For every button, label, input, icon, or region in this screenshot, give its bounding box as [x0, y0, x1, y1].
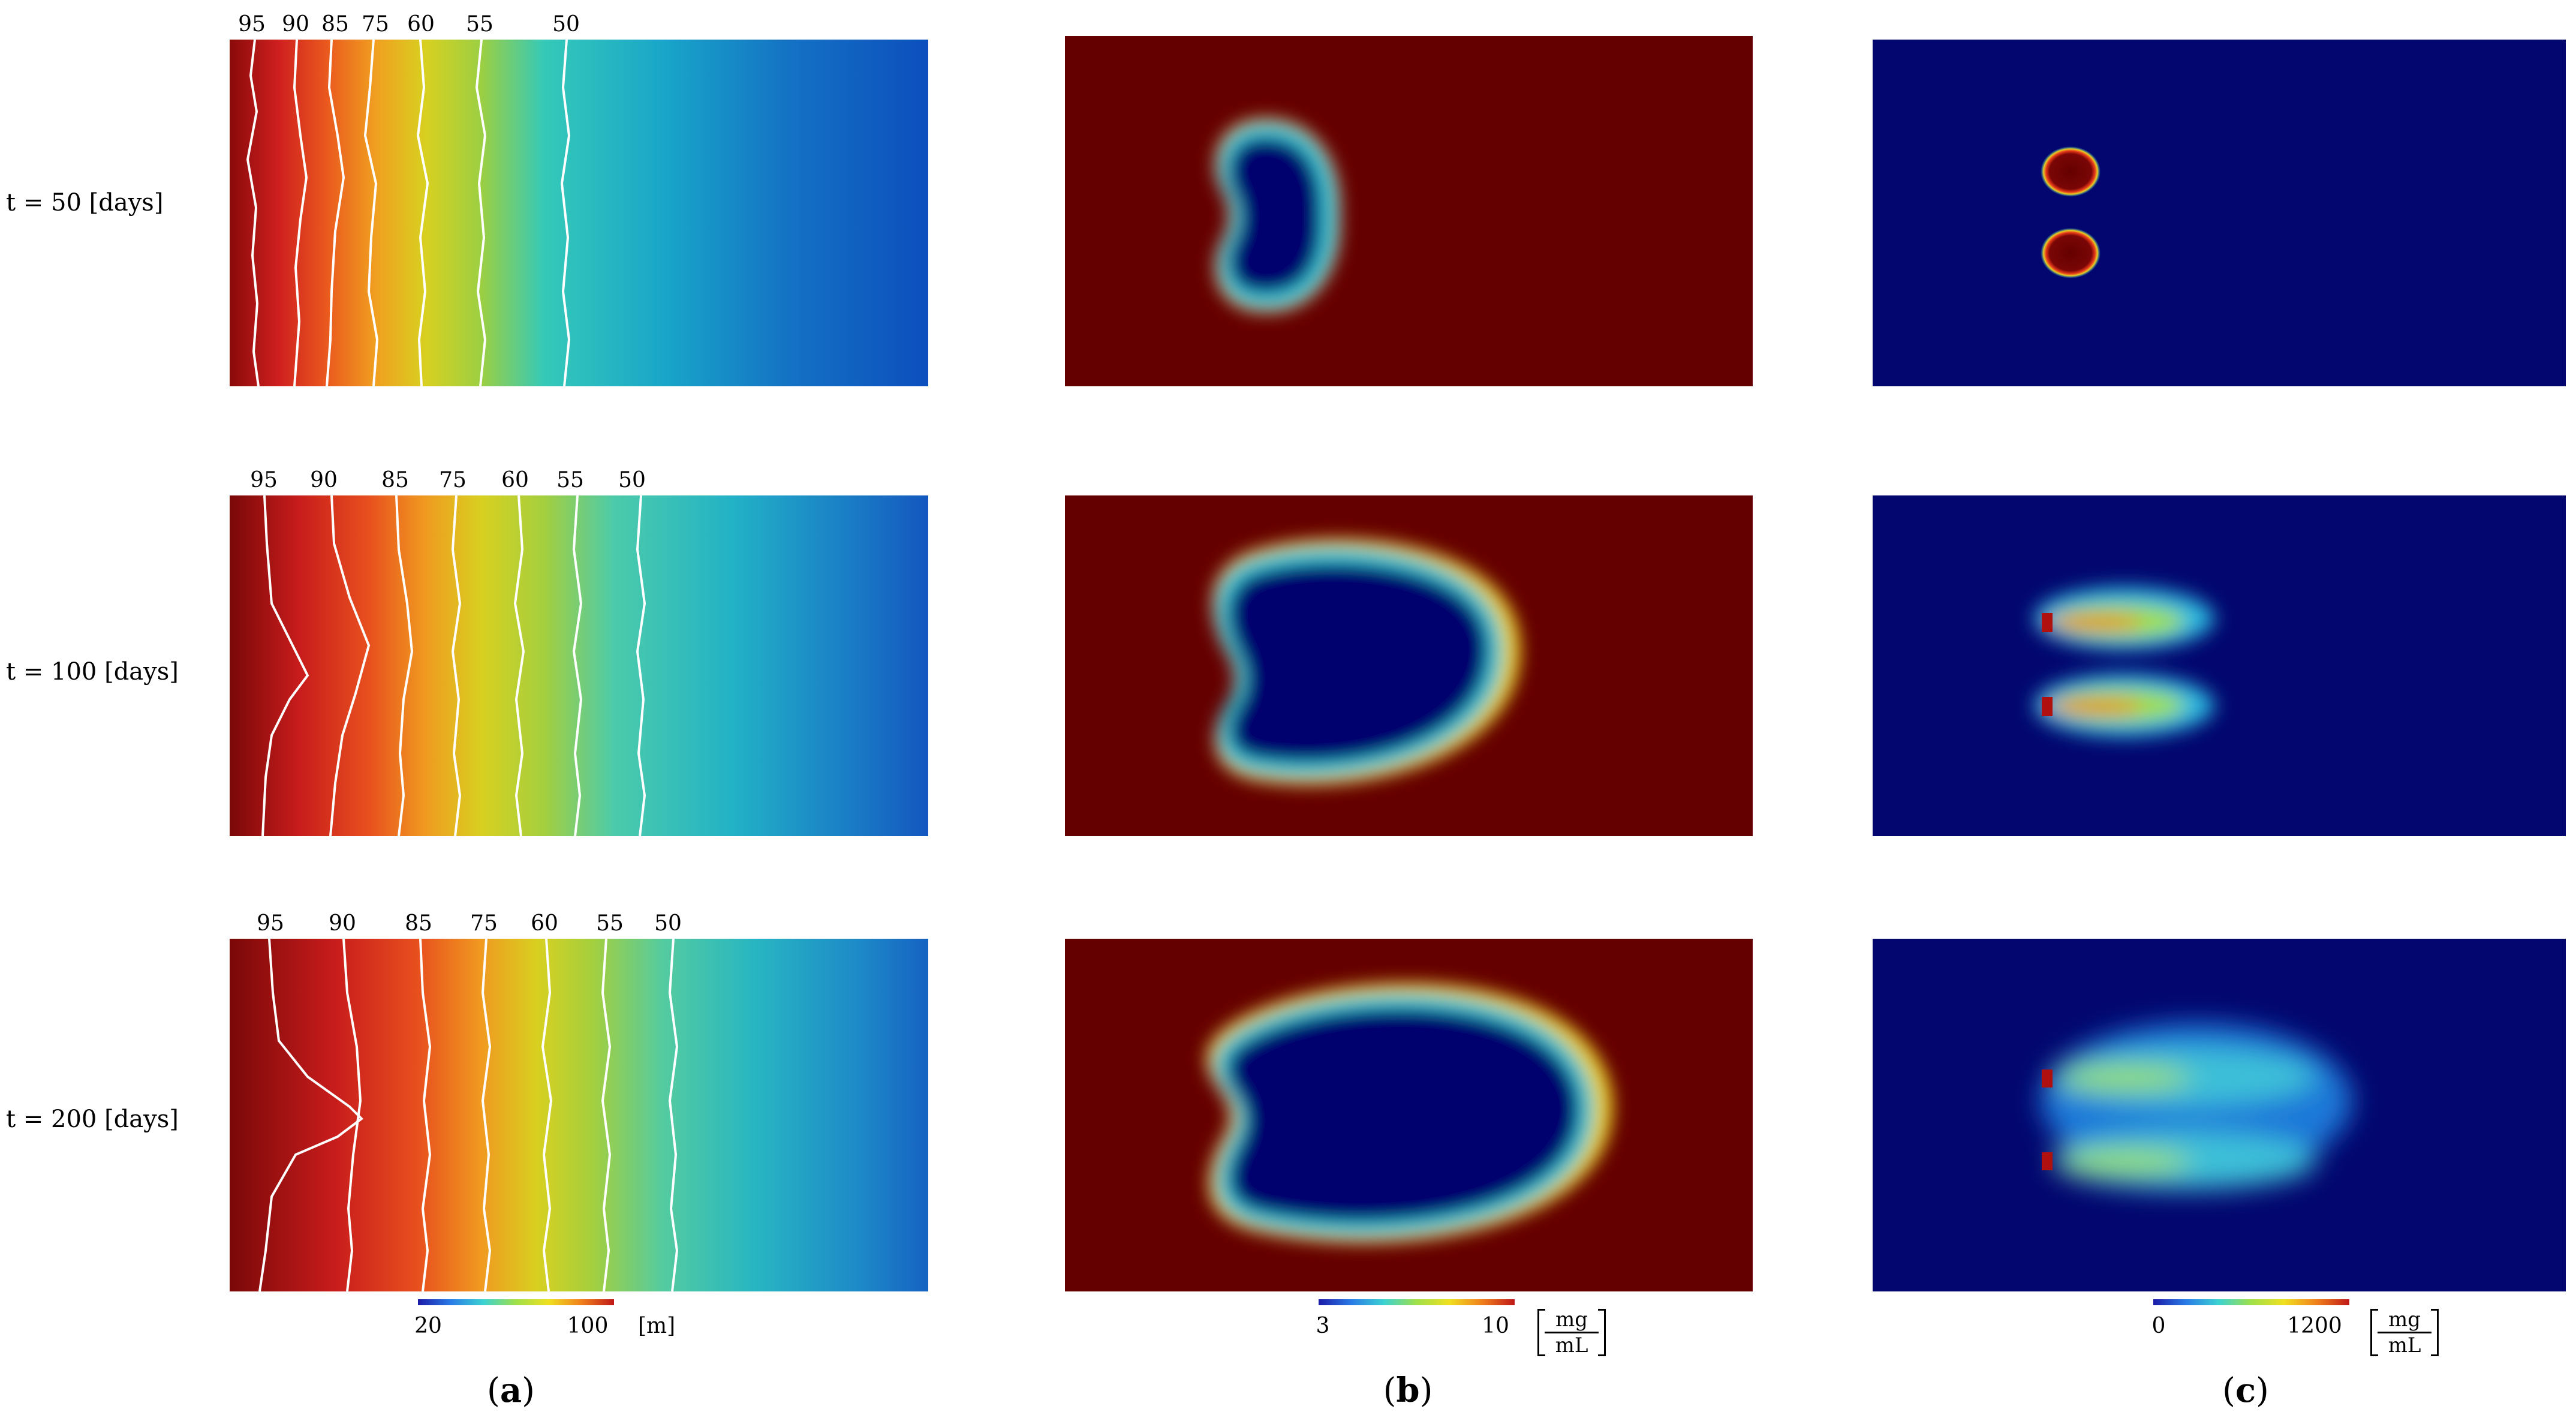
contour-90: [293, 40, 308, 386]
contour-90: [342, 939, 362, 1291]
sublabel-b: (b): [1383, 1371, 1433, 1410]
contour-50: [560, 40, 571, 386]
colorbar-b-min: 3: [1316, 1314, 1330, 1338]
oxygen-field-t50: [1065, 36, 1753, 386]
contour-label-60: 60: [501, 468, 529, 492]
concentration-field-t200: [1873, 939, 2566, 1291]
sublabel-c: (c): [2222, 1371, 2269, 1410]
oxygen-field-t200: [1065, 939, 1753, 1291]
contour-label-75: 75: [439, 468, 467, 492]
contour-label-85: 85: [321, 12, 349, 37]
contour-label-50: 50: [654, 911, 682, 936]
sublabel-b-letter: b: [1396, 1371, 1420, 1410]
time-label-t100: t = 100 [days]: [6, 658, 179, 686]
head-field-t100: [230, 495, 928, 836]
colorbar-c-max: 1200: [2287, 1314, 2342, 1338]
colorbar-b-unit: mg mL: [1537, 1308, 1606, 1357]
colorbar-a-max: 100: [567, 1314, 609, 1338]
concentration-field-t100: [1873, 495, 2566, 836]
time-label-t200: t = 200 [days]: [6, 1105, 179, 1133]
colorbar-a-unit: [m]: [638, 1314, 676, 1338]
contour-label-50: 50: [618, 468, 646, 492]
contour-60: [513, 495, 525, 836]
contour-60: [416, 40, 429, 386]
time-label-t50: t = 50 [days]: [6, 189, 164, 217]
colorbar-c-unit: mg mL: [2370, 1308, 2439, 1357]
contour-label-55: 55: [596, 911, 624, 936]
head-field-t50: [230, 40, 928, 386]
contour-50: [668, 939, 679, 1291]
contour-label-95: 95: [238, 12, 266, 37]
colorbar-a: [418, 1299, 614, 1305]
contour-55: [601, 939, 612, 1291]
contour-85: [419, 939, 432, 1291]
contour-95: [258, 939, 364, 1291]
sublabel-c-letter: c: [2235, 1371, 2256, 1410]
head-field-t200: [230, 939, 928, 1291]
sublabel-a: (a): [486, 1371, 535, 1410]
contour-label-50: 50: [552, 12, 580, 37]
unit-denominator: mL: [2388, 1333, 2421, 1357]
contour-90: [329, 495, 371, 836]
contour-label-55: 55: [466, 12, 493, 37]
contour-label-75: 75: [362, 12, 389, 37]
contour-55: [572, 495, 583, 836]
contour-label-95: 95: [250, 468, 278, 492]
contour-85: [395, 495, 414, 836]
contour-75: [451, 495, 462, 836]
unit-numerator: mg: [1545, 1308, 1599, 1333]
contour-label-90: 90: [282, 12, 309, 37]
contour-95: [246, 40, 260, 386]
contour-55: [475, 40, 487, 386]
contour-label-95: 95: [257, 911, 284, 936]
contour-label-60: 60: [531, 911, 558, 936]
contour-50: [636, 495, 646, 836]
colorbar-c: [2153, 1299, 2349, 1305]
contour-label-90: 90: [310, 468, 338, 492]
contour-label-85: 85: [381, 468, 409, 492]
colorbar-b-max: 10: [1482, 1314, 1509, 1338]
contour-label-90: 90: [329, 911, 356, 936]
colorbar-c-min: 0: [2151, 1314, 2166, 1338]
unit-denominator: mL: [1555, 1333, 1588, 1357]
concentration-field-t50: [1873, 40, 2566, 386]
contour-75: [481, 939, 492, 1291]
contour-85: [326, 40, 345, 386]
contour-label-55: 55: [556, 468, 584, 492]
contour-95: [261, 495, 309, 836]
contour-label-75: 75: [470, 911, 498, 936]
contour-75: [363, 40, 379, 386]
sublabel-a-letter: a: [499, 1371, 522, 1410]
colorbar-a-min: 20: [414, 1314, 442, 1338]
colorbar-b: [1319, 1299, 1515, 1305]
contour-label-60: 60: [407, 12, 435, 37]
unit-numerator: mg: [2378, 1308, 2431, 1333]
oxygen-field-t100: [1065, 495, 1753, 836]
contour-60: [541, 939, 553, 1291]
contour-label-85: 85: [405, 911, 432, 936]
